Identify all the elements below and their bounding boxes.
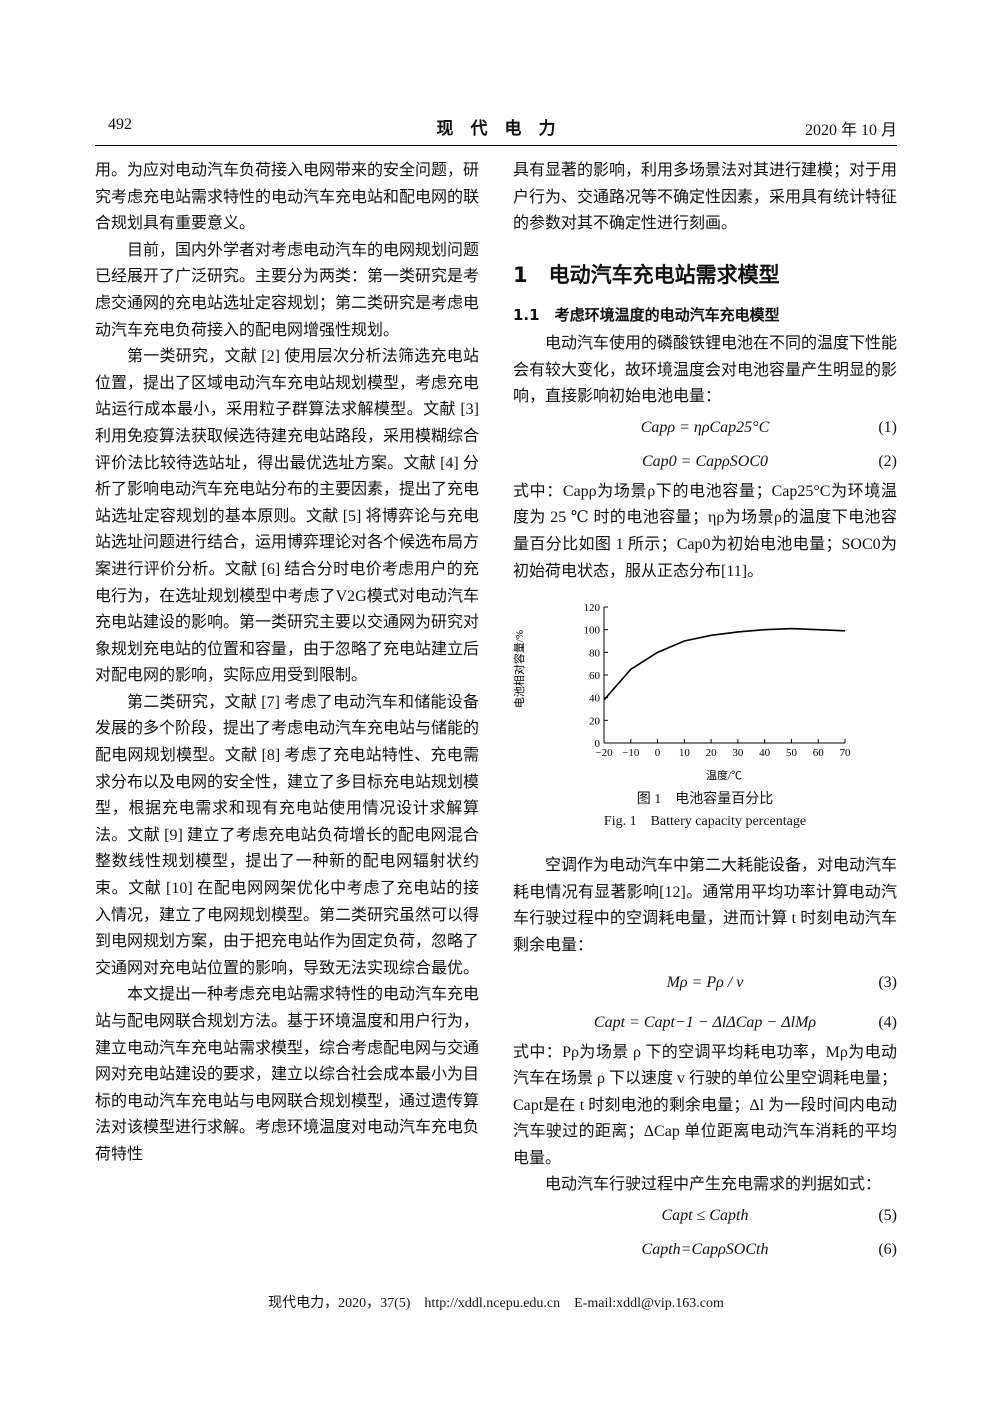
- footer: 现代电力，2020，37(5) http://xddl.ncepu.edu.cn…: [268, 1296, 724, 1311]
- equation: Mρ = Pρ / v (3): [513, 960, 897, 1006]
- formula: Capρ = ηρCap25°C: [640, 418, 770, 436]
- x-tick-label: −10: [622, 747, 640, 759]
- y-tick-label: 100: [584, 625, 601, 637]
- equation-number: (1): [878, 418, 897, 436]
- figure-caption: 图 1 电池容量百分比: [636, 792, 774, 808]
- y-tick-label: 20: [589, 715, 601, 727]
- paragraph: 具有显著的影响，利用多场景法对其进行建模；对于用户行为、交通路况等不确定性因素，…: [513, 162, 898, 233]
- paragraph: 第二类研究，文献 [7] 考虑了电动汽车和储能设备发展的多个阶段，提出了考虑电动…: [95, 693, 480, 977]
- equation-number: (4): [878, 1013, 897, 1031]
- x-tick-label: −20: [595, 747, 613, 759]
- header-rule: [95, 145, 897, 146]
- x-tick-label: 60: [813, 747, 825, 759]
- x-tick-label: 0: [655, 747, 661, 759]
- formula: Capt = Capt−1 − ΔlΔCap − ΔlMρ: [593, 1013, 817, 1031]
- equation: Capth=CapρSOCth (6): [513, 1233, 897, 1267]
- page-number: 492: [108, 116, 132, 133]
- x-tick-label: 70: [840, 747, 852, 759]
- formula: Capt ≤ Capth: [661, 1207, 749, 1225]
- paragraph: 电动汽车行驶过程中产生充电需求的判据如式：: [545, 1176, 882, 1194]
- equation-number: (2): [878, 452, 897, 470]
- x-tick-label: 10: [679, 747, 691, 759]
- x-tick-label: 40: [759, 747, 771, 759]
- paragraph: 空调作为电动汽车中第二大耗能设备，对电动汽车耗电情况有显著影响[12]。通常用平…: [513, 857, 898, 954]
- x-tick-label: 20: [706, 747, 718, 759]
- x-tick-label: 50: [786, 747, 798, 759]
- equation-number: (3): [878, 973, 897, 991]
- x-tick-label: 30: [732, 747, 744, 759]
- equation: Capρ = ηρCap25°C (1): [513, 411, 897, 445]
- formula: Capth=CapρSOCth: [641, 1241, 769, 1259]
- paragraph: 目前，国内外学者对考虑电动汽车的电网规划问题已经展开了广泛研究。主要分为两类：第…: [95, 241, 480, 339]
- y-axis-label: 电池相对容量/%: [513, 630, 526, 708]
- equation-number: (6): [878, 1241, 897, 1259]
- y-tick-label: 60: [589, 670, 601, 682]
- section-heading: 1 电动汽车充电站需求模型: [513, 262, 780, 287]
- equation-number: (5): [878, 1207, 897, 1225]
- chart: 电池相对容量/% 温度/℃ 0 20 40 60 80 100 120 −20 −10 0 10 20…: [513, 602, 852, 782]
- paragraph: 电动汽车使用的磷酸铁锂电池在不同的温度下性能会有较大变化，故环境温度会对电池容量…: [513, 334, 898, 406]
- paragraph: 式中：Pρ为场景 ρ 下的空调平均耗电功率，Mρ为电动汽车在场景 ρ 下以速度 …: [513, 1043, 897, 1167]
- y-tick-label: 120: [584, 602, 601, 614]
- equation: Capt ≤ Capth (5): [513, 1199, 897, 1233]
- paragraph: 式中：Capρ为场景ρ下的电池容量；Cap25°C为环境温度为 25 ℃ 时的电…: [513, 482, 897, 580]
- right-column: 具有显著的影响，利用多场景法对其进行建模；对于用户行为、交通路况等不确定性因素，…: [513, 158, 897, 1267]
- issue-date: 2020 年 10 月: [804, 122, 897, 139]
- equation: Cap0 = CapρSOC0 (2): [513, 445, 897, 479]
- figure-caption-en: Fig. 1 Battery capacity percentage: [603, 814, 807, 830]
- left-column: 用。为应对电动汽车负荷接入电网带来的安全问题，研究考虑充电站需求特性的电动汽车充…: [95, 158, 479, 1169]
- formula: Mρ = Pρ / v: [666, 973, 744, 991]
- y-tick-label: 80: [589, 647, 601, 659]
- subsection-heading: 1.1 考虑环境温度的电动汽车充电模型: [513, 306, 780, 325]
- data-line: [603, 627, 846, 701]
- paragraph: 第一类研究，文献 [2] 使用层次分析法筛选充电站位置，提出了区域电动汽车充电站…: [95, 348, 480, 685]
- x-axis-label: 温度/℃: [706, 768, 742, 782]
- formula: Cap0 = CapρSOC0: [641, 452, 769, 470]
- paragraph: 本文提出一种考虑充电站需求特性的电动汽车充电站与配电网联合规划方法。基于环境温度…: [95, 986, 480, 1163]
- journal-name: 现 代 电 力: [436, 119, 556, 138]
- equation: Capt = Capt−1 − ΔlΔCap − ΔlMρ (4): [513, 1006, 897, 1040]
- y-tick-label: 40: [589, 693, 601, 705]
- paragraph: 用。为应对电动汽车负荷接入电网带来的安全问题，研究考虑充电站需求特性的电动汽车充…: [95, 162, 480, 233]
- y-tick-label: 0: [595, 738, 601, 750]
